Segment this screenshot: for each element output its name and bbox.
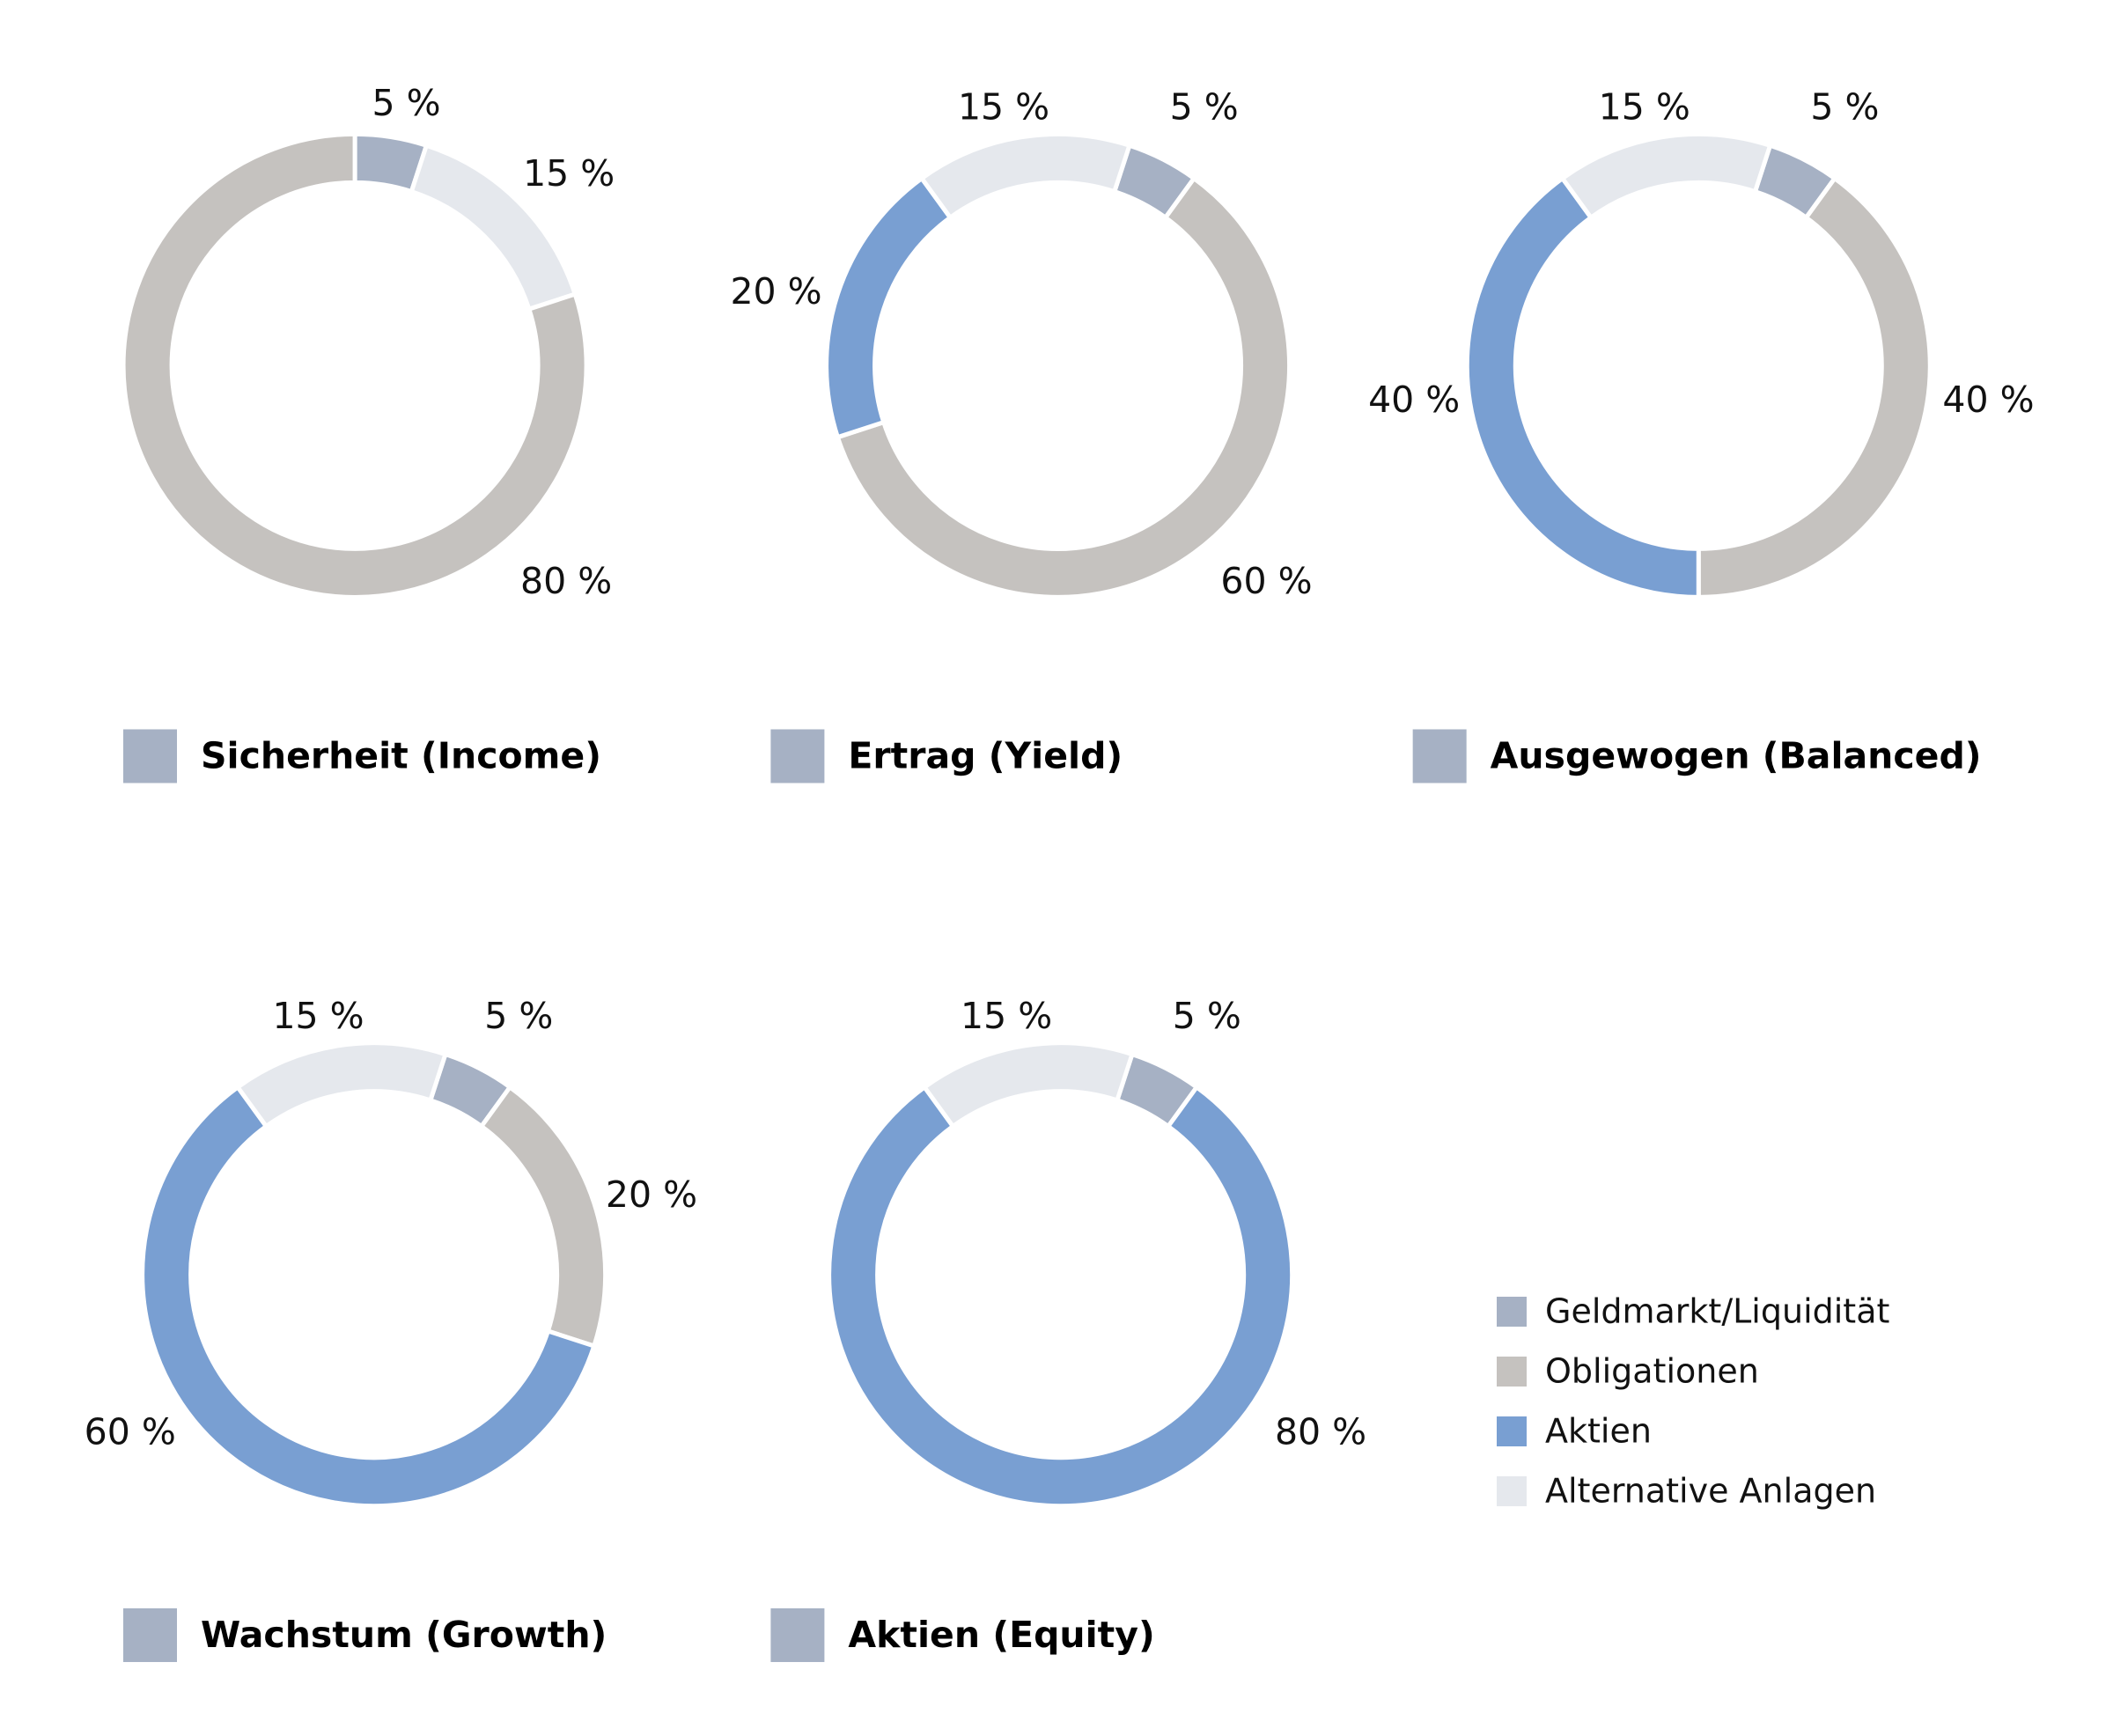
segment-label: 60 % — [85, 1410, 176, 1453]
segment-label: 80 % — [1275, 1410, 1366, 1453]
legend-label: Geldmarkt/Liquidität — [1545, 1292, 1889, 1331]
title-swatch — [1412, 729, 1467, 783]
donut-segment-alt — [1559, 131, 1773, 221]
donut-segment-oblig — [121, 131, 589, 600]
title-swatch — [123, 729, 178, 783]
donut-segment-aktien — [1464, 175, 1701, 600]
donut-chart: 5 % 60 % 20 % 15 % Ertrag (Yield) — [730, 86, 1313, 783]
donut-segment-oblig — [478, 1084, 608, 1350]
donut-chart: 5 % 15 % 80 % Sicherheit (Income) — [121, 82, 615, 783]
segment-label: 20 % — [606, 1173, 697, 1216]
segment-label: 15 % — [961, 995, 1052, 1037]
donut-chart: 5 % 20 % 60 % 15 % Wachstum (Growth) — [85, 995, 697, 1662]
legend-swatch-geld — [1497, 1297, 1527, 1327]
title-swatch — [770, 729, 825, 783]
segment-label: 5 % — [1173, 995, 1241, 1037]
donut-segment-aktien — [827, 1084, 1295, 1509]
chart-title: Wachstum (Growth) — [201, 1614, 607, 1656]
legend-label: Aktien — [1545, 1412, 1652, 1451]
segment-label: 15 % — [1599, 86, 1690, 129]
segment-label: 40 % — [1942, 379, 2034, 421]
donut-chart: 5 % 80 % 15 % Aktien (Equity) — [770, 995, 1366, 1662]
segment-label: 15 % — [958, 86, 1049, 129]
segment-label: 80 % — [520, 560, 612, 602]
title-swatch — [770, 1607, 825, 1662]
legend-swatch-oblig — [1497, 1357, 1527, 1387]
donut-segment-aktien — [140, 1084, 597, 1509]
legend-swatch-aktien — [1497, 1416, 1527, 1446]
segment-label: 5 % — [1810, 86, 1879, 129]
segment-label: 60 % — [1220, 560, 1312, 602]
donut-segment-alt — [921, 1041, 1136, 1129]
legend: Geldmarkt/Liquidität Obligationen Aktien Al… — [1497, 1292, 1889, 1511]
donut-segment-oblig — [1696, 175, 1933, 600]
segment-label: 40 % — [1368, 379, 1460, 421]
donut-segment-alt — [918, 131, 1132, 221]
segment-label: 5 % — [484, 995, 553, 1037]
chart-title: Ertrag (Yield) — [848, 734, 1123, 776]
segment-label: 5 % — [1170, 86, 1239, 129]
donut-segment-oblig — [835, 175, 1292, 600]
donut-chart: 5 % 40 % 40 % 15 % Ausgewogen (Balanced) — [1368, 86, 2035, 783]
segment-label: 15 % — [523, 152, 615, 195]
title-swatch — [123, 1607, 178, 1662]
legend-label: Alternative Anlagen — [1545, 1472, 1876, 1511]
chart-title: Sicherheit (Income) — [201, 734, 601, 776]
legend-label: Obligationen — [1545, 1352, 1759, 1391]
legend-swatch-alt — [1497, 1476, 1527, 1506]
segment-label: 20 % — [730, 270, 821, 313]
segment-label: 15 % — [272, 995, 364, 1037]
chart-title: Aktien (Equity) — [848, 1614, 1154, 1656]
segment-label: 5 % — [372, 82, 441, 124]
donut-segment-alt — [234, 1041, 449, 1129]
chart-title: Ausgewogen (Balanced) — [1491, 734, 1982, 776]
donut-segment-aktien — [824, 175, 953, 440]
